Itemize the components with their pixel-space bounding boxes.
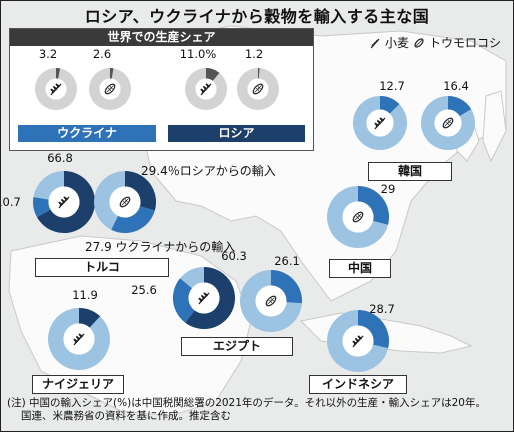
- legend-corn-label: トウモロコシ: [428, 36, 501, 50]
- label-china: 中国: [329, 259, 391, 278]
- corn-icon: [442, 117, 454, 129]
- inset-title: 世界での生産シェア: [10, 29, 313, 46]
- donut-slice: [111, 206, 155, 233]
- donut-chart: [93, 171, 156, 233]
- corn-icon: [352, 211, 364, 223]
- data-label: 11.9: [72, 288, 98, 302]
- data-label: 60.3: [221, 249, 247, 263]
- wheat-icon: [73, 333, 85, 346]
- data-label: 12.7: [379, 79, 405, 93]
- donut-rest-slice: [34, 68, 77, 111]
- donut-chart: 1.2: [236, 47, 279, 111]
- wheat-icon: [370, 38, 380, 48]
- donut-chart: 66.8 10.7: [1, 151, 96, 233]
- data-label: 1.2: [245, 47, 263, 61]
- donut-chart: 26.1: [239, 254, 303, 332]
- wheat-icon: [352, 335, 364, 348]
- label-indonesia: インドネシア: [309, 375, 407, 394]
- footnote-line-1: (注) 中国の輸入シェア(%)は中国税関総署の2021年のデータ。それ以外の生産…: [7, 397, 486, 409]
- page-title: ロシア、ウクライナから穀物を輸入する主な国: [84, 7, 430, 26]
- label-nigeria: ナイジェリア: [32, 375, 124, 394]
- donut-chart: 60.3 25.6: [131, 249, 247, 329]
- donut-slice: [79, 308, 101, 328]
- legend: 小麦 トウモロコシ: [368, 34, 501, 51]
- data-label: 28.7: [369, 302, 395, 316]
- footnote: (注) 中国の輸入シェア(%)は中国税関総署の2021年のデータ。それ以外の生産…: [7, 397, 507, 423]
- donut-slice: [358, 185, 390, 225]
- data-label: 16.4: [443, 79, 469, 93]
- data-label: 66.8: [47, 151, 73, 165]
- corn-icon: [265, 295, 277, 307]
- wheat-icon: [58, 196, 70, 209]
- data-label: 10.7: [1, 195, 21, 209]
- donut-rest-slice: [47, 308, 110, 370]
- annotation-russia-import: 29.4％ロシアからの輸入: [141, 164, 276, 178]
- data-label: 26.1: [274, 254, 300, 268]
- donut-slice: [56, 68, 61, 79]
- wheat-icon: [50, 83, 62, 96]
- corn-icon: [252, 83, 264, 95]
- ukraine-bar: ウクライナ: [18, 125, 156, 142]
- donut-rest-slice: [184, 68, 227, 111]
- wheat-icon: [198, 292, 210, 305]
- donut-slice: [37, 171, 96, 233]
- donut-slice: [358, 310, 389, 349]
- annotation-ukraine-import: 27.9 ウクライナからの輸入: [85, 240, 236, 254]
- data-label: 25.6: [131, 283, 157, 297]
- russia-bar: ロシア: [168, 125, 305, 142]
- donut-chart: 11.0%: [180, 47, 227, 111]
- japan-islands: [482, 90, 507, 163]
- donut-chart: 12.7: [352, 79, 407, 150]
- label-egypt: エジプト: [181, 337, 293, 356]
- donut-slice: [172, 278, 195, 323]
- world-share-inset: 世界での生産シェア ウクライナ ロシア: [9, 28, 314, 151]
- donut-rest-slice: [88, 68, 131, 111]
- donut-slice: [110, 68, 114, 79]
- donut-slice: [206, 68, 220, 81]
- label-korea: 韓国: [368, 162, 452, 181]
- donut-chart: 29: [326, 182, 396, 248]
- donut-chart: 28.7: [326, 302, 395, 373]
- donut-chart: 16.4: [420, 79, 475, 150]
- corn-icon: [414, 37, 424, 48]
- legend-wheat-label: 小麦: [384, 36, 409, 50]
- donut-chart: 3.2: [34, 47, 77, 111]
- data-label: 11.0%: [180, 47, 217, 61]
- wheat-icon: [200, 83, 212, 96]
- donut-slice: [32, 197, 51, 218]
- wheat-icon: [374, 117, 386, 130]
- donut-chart: 2.6: [88, 47, 131, 111]
- data-label: 29: [381, 182, 396, 196]
- donut-slice: [185, 267, 236, 329]
- donut-slice: [271, 270, 303, 304]
- corn-icon: [104, 83, 116, 95]
- corn-icon: [119, 196, 131, 208]
- donut-slice: [125, 171, 156, 211]
- data-label: 2.6: [93, 47, 111, 61]
- donut-slice: [448, 96, 472, 117]
- footnote-line-2: 国連、米農務省の資料を基に作成。推定含む: [21, 410, 231, 422]
- donut-slice: [258, 68, 260, 79]
- donut-slice: [380, 96, 400, 114]
- donut-chart: 11.9: [47, 288, 110, 370]
- label-turkey: トルコ: [35, 258, 169, 277]
- donut-rest-slice: [236, 68, 279, 111]
- data-label: 3.2: [39, 47, 57, 61]
